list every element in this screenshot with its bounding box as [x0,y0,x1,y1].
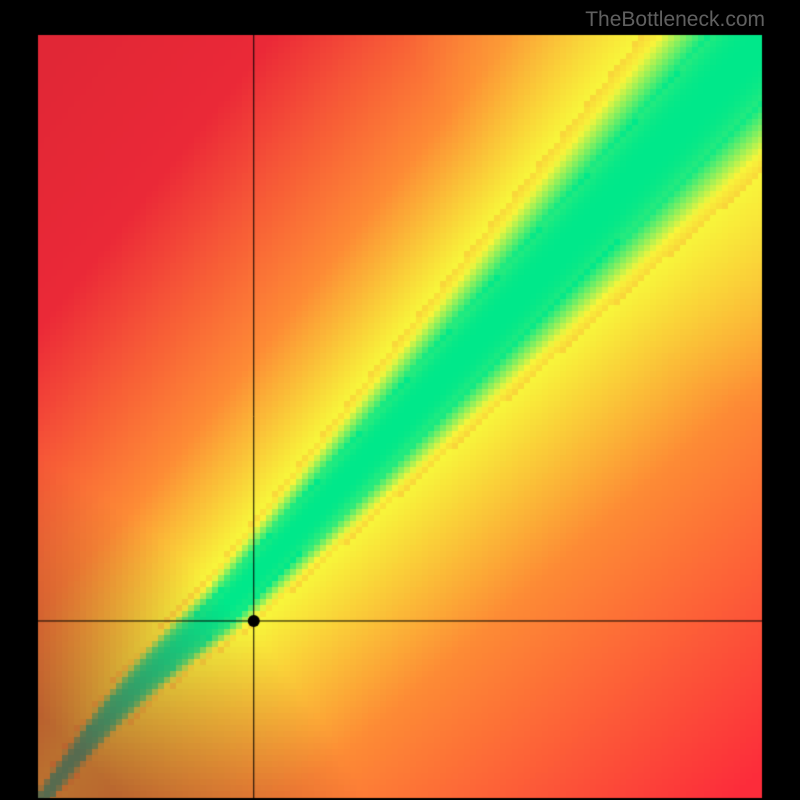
watermark-text: TheBottleneck.com [585,8,765,32]
heatmap-canvas [0,0,800,800]
chart-container: TheBottleneck.com [0,0,800,800]
